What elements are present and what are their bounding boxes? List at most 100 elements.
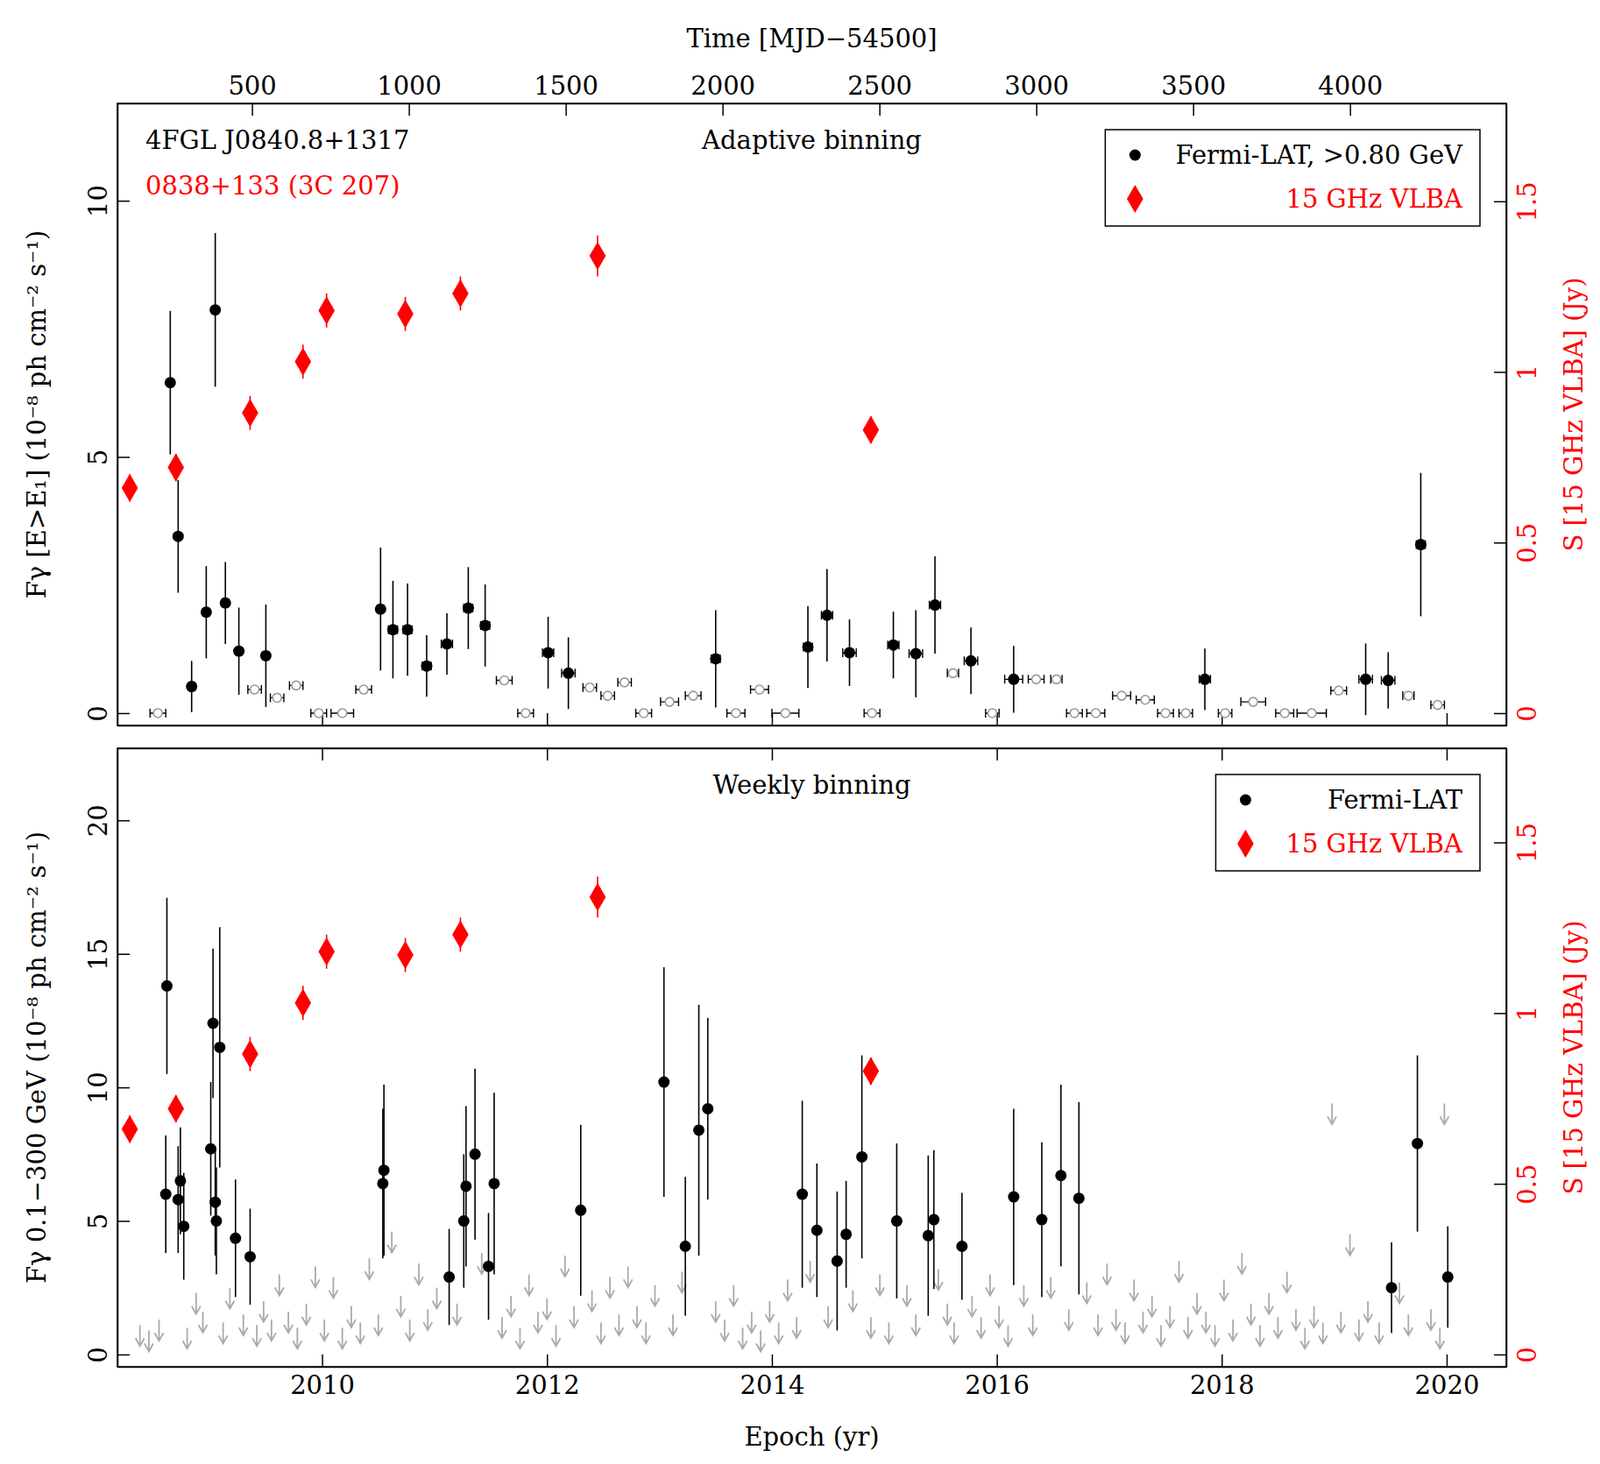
tick	[1221, 748, 1223, 761]
legend-symbol	[1129, 149, 1141, 162]
tick-label: 3500	[1161, 70, 1226, 101]
upper-limit	[219, 1322, 228, 1344]
axis-line	[1506, 749, 1508, 1368]
tick-label: 10	[83, 184, 114, 218]
x-error-bar	[1240, 697, 1266, 707]
point	[1054, 1169, 1067, 1182]
tick: 3500	[1161, 70, 1226, 116]
legend-symbol	[1239, 794, 1252, 807]
tick-mark	[1493, 842, 1507, 844]
x-error-bar	[601, 691, 615, 701]
upper-limit	[524, 1274, 534, 1296]
title: Weekly binning	[713, 770, 912, 800]
tick-mark	[1035, 103, 1038, 116]
x-error-bar	[582, 683, 596, 693]
x-error-bar	[1179, 708, 1193, 718]
plot-frame	[117, 748, 1507, 1367]
tick-label: 5	[83, 1213, 114, 1230]
upper-limit	[1300, 1327, 1310, 1349]
point	[1032, 674, 1041, 684]
point	[359, 685, 369, 694]
panel: 5001000150020002500300035004000051000.51…	[21, 23, 1589, 727]
tick: 5	[83, 449, 130, 466]
upper-limit	[1138, 1311, 1147, 1333]
upper-limit	[1403, 1314, 1413, 1336]
point	[1007, 1191, 1020, 1204]
point	[867, 708, 877, 718]
tick-label: 2018	[1189, 1370, 1255, 1401]
x-error-bar	[496, 676, 513, 686]
y2ticks-axis: 00.511.5	[1493, 749, 1543, 1368]
upper-limit	[183, 1327, 192, 1349]
upper-limit	[1156, 1324, 1166, 1346]
point	[161, 980, 173, 992]
y2ticks-axis: 00.511.5	[1493, 104, 1543, 727]
point	[1181, 708, 1190, 718]
upper-limit	[976, 1316, 986, 1339]
point	[1069, 708, 1079, 718]
point	[1140, 695, 1150, 705]
series	[164, 233, 1427, 716]
point	[603, 691, 613, 701]
tick-mark	[996, 748, 999, 761]
legend-label: 15 GHz VLBA	[1285, 184, 1464, 214]
point	[185, 680, 198, 693]
point	[929, 599, 942, 611]
yticks-axis: 0510	[83, 104, 130, 727]
tick-label: 10	[83, 1071, 114, 1105]
upper-limit	[774, 1322, 784, 1344]
point	[1433, 700, 1443, 710]
x-error-bar	[1136, 695, 1155, 705]
upper-limit	[387, 1231, 397, 1254]
upper-limit	[144, 1330, 154, 1353]
upper-limit	[1046, 1277, 1055, 1299]
tick-label: 0	[1512, 1346, 1543, 1363]
tick-mark	[321, 748, 324, 761]
upper-limit	[533, 1311, 543, 1333]
upper-limit	[823, 1306, 833, 1328]
tick-mark	[1493, 542, 1507, 545]
upper-limit	[792, 1316, 801, 1339]
upper-limit	[506, 1295, 516, 1317]
axis-line	[118, 1366, 1508, 1369]
upper-limit	[1183, 1316, 1193, 1339]
point	[210, 1215, 222, 1227]
upper-limit	[259, 1301, 269, 1323]
series	[121, 876, 879, 1143]
upper-limit	[1291, 1309, 1301, 1331]
point	[452, 920, 469, 949]
upper-limit	[1246, 1303, 1256, 1325]
x-error-bar	[517, 708, 534, 718]
tick-mark	[1493, 371, 1507, 374]
upper-limit	[319, 1319, 329, 1341]
tick-label: 1	[1512, 364, 1543, 381]
series	[160, 898, 1454, 1334]
axis-line	[118, 748, 1508, 751]
tick: 1.5	[1493, 181, 1543, 222]
upper-limit	[1003, 1324, 1013, 1346]
upper-limit	[515, 1327, 524, 1349]
point	[589, 883, 607, 912]
axis-line	[118, 103, 1508, 106]
point	[420, 660, 432, 673]
x-error-bar	[289, 680, 303, 690]
upper-limit	[1363, 1301, 1373, 1323]
point	[291, 680, 301, 690]
point	[479, 619, 491, 631]
point	[831, 1255, 843, 1268]
x-error-bar	[1330, 686, 1347, 695]
x-error-bar	[750, 685, 770, 694]
point	[1382, 674, 1395, 687]
point	[1117, 691, 1126, 701]
upper-limit	[1273, 1316, 1282, 1339]
tick-label: 2500	[847, 70, 913, 101]
point	[160, 1189, 172, 1201]
x-error-bar	[1402, 691, 1415, 701]
upper-limit	[911, 1314, 921, 1336]
point	[887, 639, 900, 652]
point	[164, 376, 177, 389]
point	[1334, 686, 1344, 695]
series	[121, 235, 879, 503]
point	[488, 1177, 500, 1190]
upper-limit	[292, 1327, 302, 1349]
